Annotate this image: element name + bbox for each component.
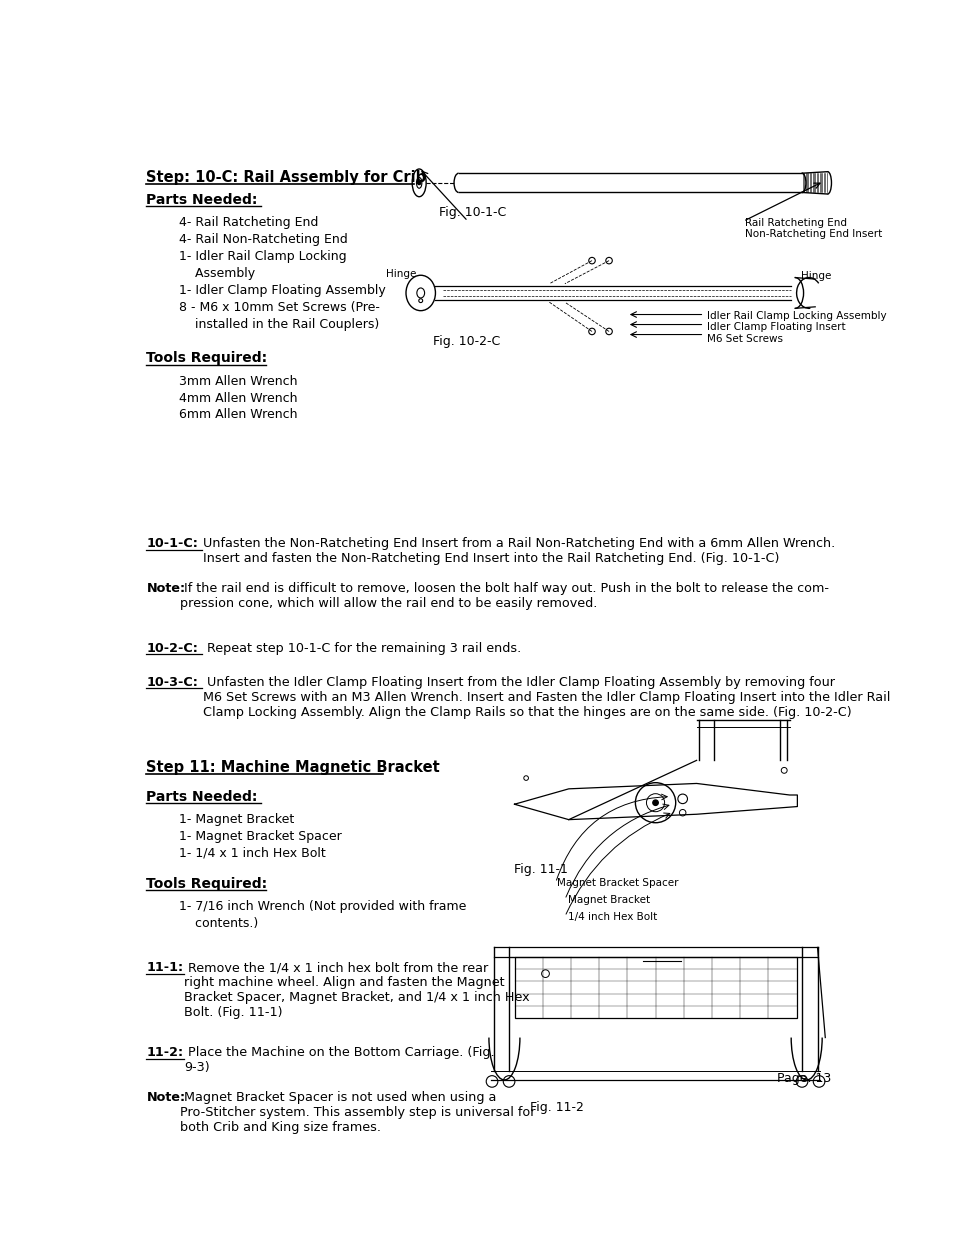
- Text: Unfasten the Non-Ratcheting End Insert from a Rail Non-Ratcheting End with a 6mm: Unfasten the Non-Ratcheting End Insert f…: [203, 537, 834, 566]
- Circle shape: [418, 299, 422, 303]
- Text: Fig. 10-2-C: Fig. 10-2-C: [433, 336, 500, 348]
- Text: 11-1:: 11-1:: [146, 961, 183, 974]
- Text: Parts Needed:: Parts Needed:: [146, 789, 257, 804]
- Text: Note:: Note:: [146, 1091, 185, 1104]
- Text: Place the Machine on the Bottom Carriage. (Fig.
9-3): Place the Machine on the Bottom Carriage…: [184, 1046, 495, 1074]
- Text: Magnet Bracket: Magnet Bracket: [567, 895, 649, 905]
- Text: 1- 1/4 x 1 inch Hex Bolt: 1- 1/4 x 1 inch Hex Bolt: [179, 846, 325, 860]
- Text: 1- Idler Rail Clamp Locking: 1- Idler Rail Clamp Locking: [179, 249, 346, 263]
- Text: 10-1-C:: 10-1-C:: [146, 537, 198, 550]
- Text: Fig. 11-1: Fig. 11-1: [514, 863, 568, 876]
- Text: Magnet Bracket Spacer: Magnet Bracket Spacer: [557, 878, 678, 888]
- Text: Step: 10-C: Rail Assembly for Crib: Step: 10-C: Rail Assembly for Crib: [146, 169, 426, 185]
- Text: 4- Rail Ratcheting End: 4- Rail Ratcheting End: [179, 216, 318, 228]
- Text: Assembly: Assembly: [179, 267, 254, 280]
- Text: 1- Magnet Bracket Spacer: 1- Magnet Bracket Spacer: [179, 830, 341, 842]
- Text: Parts Needed:: Parts Needed:: [146, 193, 257, 206]
- Text: Hinge: Hinge: [801, 272, 831, 282]
- Text: 10-2-C:: 10-2-C:: [146, 642, 198, 655]
- Text: 1- 7/16 inch Wrench (Not provided with frame: 1- 7/16 inch Wrench (Not provided with f…: [179, 900, 466, 914]
- Text: 10-3-C:: 10-3-C:: [146, 676, 198, 689]
- Text: Unfasten the Idler Clamp Floating Insert from the Idler Clamp Floating Assembly : Unfasten the Idler Clamp Floating Insert…: [203, 676, 889, 719]
- Text: Hinge: Hinge: [385, 269, 416, 279]
- Text: Fig. 10-1-C: Fig. 10-1-C: [439, 206, 506, 219]
- Text: 8 - M6 x 10mm Set Screws (Pre-: 8 - M6 x 10mm Set Screws (Pre-: [179, 300, 379, 314]
- Text: 6mm Allen Wrench: 6mm Allen Wrench: [179, 409, 297, 421]
- Text: Repeat step 10-1-C for the remaining 3 rail ends.: Repeat step 10-1-C for the remaining 3 r…: [203, 642, 520, 655]
- Text: Tools Required:: Tools Required:: [146, 877, 267, 892]
- Text: installed in the Rail Couplers): installed in the Rail Couplers): [179, 317, 378, 331]
- Text: 1- Magnet Bracket: 1- Magnet Bracket: [179, 813, 294, 826]
- Circle shape: [652, 800, 658, 805]
- Text: If the rail end is difficult to remove, loosen the bolt half way out. Push in th: If the rail end is difficult to remove, …: [179, 582, 828, 610]
- Text: 4mm Allen Wrench: 4mm Allen Wrench: [179, 391, 297, 405]
- Text: Page. 13: Page. 13: [777, 1072, 831, 1086]
- Text: Idler Rail Clamp Locking Assembly
Idler Clamp Floating Insert
M6 Set Screws: Idler Rail Clamp Locking Assembly Idler …: [706, 311, 885, 343]
- Circle shape: [417, 182, 420, 184]
- Text: Fig. 11-2: Fig. 11-2: [530, 1100, 583, 1114]
- Text: Magnet Bracket Spacer is not used when using a
Pro-Stitcher system. This assembl: Magnet Bracket Spacer is not used when u…: [179, 1091, 535, 1134]
- Text: contents.): contents.): [179, 918, 258, 930]
- Bar: [514, 957, 796, 1019]
- Text: Rail Ratcheting End
Non-Ratcheting End Insert: Rail Ratcheting End Non-Ratcheting End I…: [744, 217, 882, 240]
- Text: 4- Rail Non-Ratcheting End: 4- Rail Non-Ratcheting End: [179, 233, 347, 246]
- Text: 11-2:: 11-2:: [146, 1046, 183, 1060]
- Text: 3mm Allen Wrench: 3mm Allen Wrench: [179, 374, 297, 388]
- Text: Note:: Note:: [146, 582, 185, 595]
- Text: Remove the 1/4 x 1 inch hex bolt from the rear
right machine wheel. Align and fa: Remove the 1/4 x 1 inch hex bolt from th…: [184, 961, 530, 1019]
- Text: 1- Idler Clamp Floating Assembly: 1- Idler Clamp Floating Assembly: [179, 284, 385, 296]
- Text: Step 11: Machine Magnetic Bracket: Step 11: Machine Magnetic Bracket: [146, 761, 439, 776]
- Text: 1/4 inch Hex Bolt: 1/4 inch Hex Bolt: [567, 911, 657, 923]
- Text: Tools Required:: Tools Required:: [146, 352, 267, 366]
